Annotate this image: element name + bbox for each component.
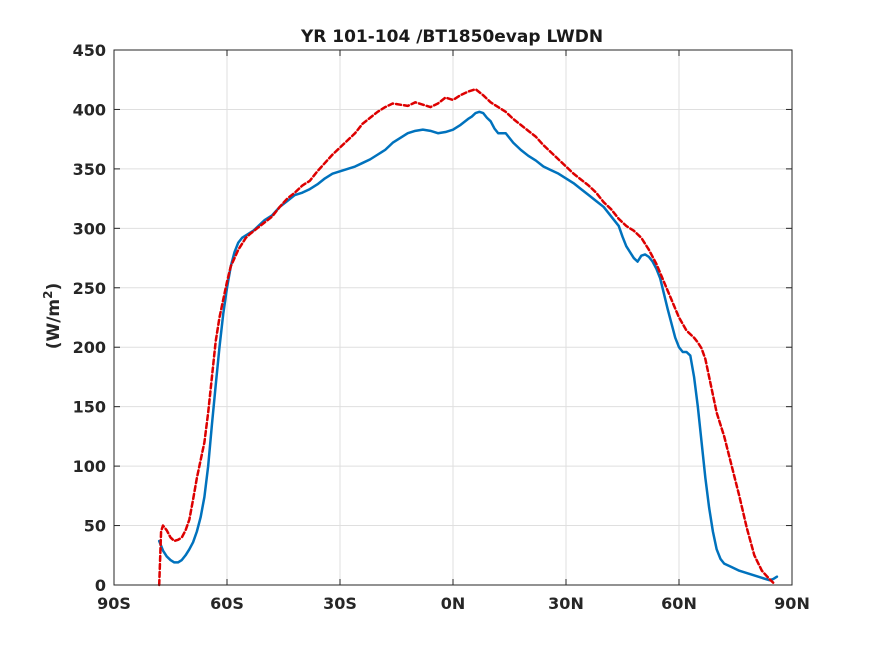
y-tick-label: 200 xyxy=(73,338,106,357)
x-tick-label: 60N xyxy=(661,594,697,613)
tick-labels: 90S 60S 30S 0N 30N 60N 90N 0 50 100 150 200 250 300 35… xyxy=(73,41,810,613)
x-tick-label: 30N xyxy=(548,594,584,613)
y-tick-label: 50 xyxy=(84,517,106,536)
x-tick-label: 90N xyxy=(774,594,810,613)
y-tick-label: 250 xyxy=(73,279,106,298)
y-tick-label: 450 xyxy=(73,41,106,60)
y-tick-label: 0 xyxy=(95,576,106,595)
y-axis-label-superscript: 2 xyxy=(41,290,55,298)
y-axis-label-main: (W/m xyxy=(44,299,64,349)
series-layer xyxy=(157,87,779,587)
chart-title: YR 101-104 /BT1850evap LWDN xyxy=(300,27,603,47)
x-tick-label: 90S xyxy=(97,594,131,613)
series-line-2 xyxy=(157,87,775,587)
y-tick-label: 300 xyxy=(73,219,106,238)
axes xyxy=(113,49,793,586)
y-tick-label: 100 xyxy=(73,457,106,476)
y-tick-label: 150 xyxy=(73,398,106,417)
y-axis-label: (W/m2) xyxy=(41,283,64,350)
y-tick-label: 350 xyxy=(73,160,106,179)
series-line-1 xyxy=(157,110,779,582)
x-tick-label: 30S xyxy=(323,594,357,613)
y-tick-label: 400 xyxy=(73,100,106,119)
y-axis-label-close: ) xyxy=(44,283,64,291)
x-tick-label: 60S xyxy=(210,594,244,613)
x-tick-label: 0N xyxy=(441,594,466,613)
